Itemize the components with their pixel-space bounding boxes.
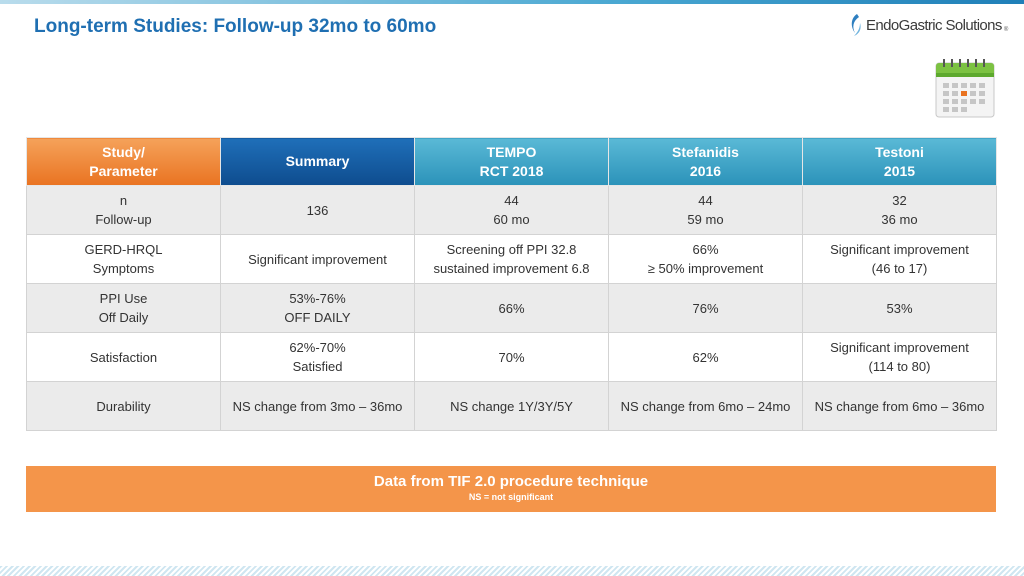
header-stefanidis: Stefanidis 2016 [608, 137, 803, 186]
cell-line: 32 [892, 193, 907, 208]
cell-line: 44 [504, 193, 519, 208]
header-line: 2015 [883, 162, 916, 179]
cell-line: NS change from 6mo – 36mo [814, 398, 985, 414]
cell-line: 44 [698, 193, 713, 208]
header-line: 2016 [689, 162, 722, 179]
cell-line: Follow-up [95, 212, 152, 227]
header-line: Study/ [102, 143, 145, 160]
slide-title: Long-term Studies: Follow-up 32mo to 60m… [34, 16, 437, 37]
cell-line: Significant improvement [248, 251, 387, 267]
cell-line: n [119, 193, 128, 208]
table-cell: Significant improvement (46 to 17) [802, 234, 997, 284]
header-summary: Summary [220, 137, 415, 186]
cell-line: 53% [886, 300, 913, 316]
table-cell: NS change from 6mo – 36mo [802, 381, 997, 431]
table-cell: n Follow-up [26, 185, 221, 235]
table-row: Durability NS change from 3mo – 36mo NS … [26, 381, 997, 431]
header-line: Stefanidis [672, 143, 739, 160]
company-logo: EndoGastric Solutions ® [848, 12, 1008, 38]
table-cell: PPI Use Off Daily [26, 283, 221, 333]
header-line: Testoni [875, 143, 924, 160]
table-cell: 62%-70% Satisfied [220, 332, 415, 382]
calendar-icon [935, 59, 995, 118]
cell-line: 136 [306, 202, 329, 218]
table-row: n Follow-up 136 44 60 mo 44 59 mo 32 36 mo [26, 185, 997, 235]
cell-line: GERD-HRQL [84, 242, 163, 257]
cell-line: Satisfied [292, 359, 343, 374]
cell-line: Satisfaction [89, 349, 158, 365]
header-tempo: TEMPO RCT 2018 [414, 137, 609, 186]
cell-line: Durability [96, 398, 151, 414]
cell-line: (114 to 80) [868, 359, 931, 374]
table-cell: Satisfaction [26, 332, 221, 382]
cell-line: 53%-76% [289, 291, 346, 306]
cell-line: 62%-70% [289, 340, 346, 355]
table-cell: 32 36 mo [802, 185, 997, 235]
table-cell: 44 60 mo [414, 185, 609, 235]
header-line: RCT 2018 [479, 162, 544, 179]
cell-line: Significant improvement [830, 340, 969, 355]
table-row: PPI Use Off Daily 53%-76% OFF DAILY 66% 76… [26, 283, 997, 333]
table-cell: NS change from 3mo – 36mo [220, 381, 415, 431]
cell-line: Screening off PPI 32.8 [446, 242, 577, 257]
table-cell: 53%-76% OFF DAILY [220, 283, 415, 333]
top-accent-bar [0, 0, 1024, 4]
table-cell: NS change 1Y/3Y/5Y [414, 381, 609, 431]
header-line: Parameter [89, 162, 158, 179]
cell-line: 59 mo [687, 212, 724, 227]
table-cell: NS change from 6mo – 24mo [608, 381, 803, 431]
bottom-stripe [0, 566, 1024, 576]
banner-footnote: NS = not significant [468, 492, 554, 502]
table-cell: 70% [414, 332, 609, 382]
cell-line: Off Daily [98, 310, 149, 325]
table-cell: GERD-HRQL Symptoms [26, 234, 221, 284]
cell-line: Symptoms [92, 261, 155, 276]
header-study-parameter: Study/ Parameter [26, 137, 221, 186]
table-cell: 62% [608, 332, 803, 382]
header-line: TEMPO [486, 143, 537, 160]
table-cell: Durability [26, 381, 221, 431]
cell-line: ≥ 50% improvement [647, 261, 764, 276]
table-cell: Significant improvement (114 to 80) [802, 332, 997, 382]
table-header-row: Study/ Parameter Summary TEMPO RCT 2018 … [26, 137, 997, 186]
table-cell: 44 59 mo [608, 185, 803, 235]
cell-line: 76% [692, 300, 719, 316]
cell-line: PPI Use [99, 291, 148, 306]
cell-line: (46 to 17) [871, 261, 928, 276]
logo-text: EndoGastric Solutions [866, 16, 1002, 34]
table-cell: 66% [414, 283, 609, 333]
technique-banner: Data from TIF 2.0 procedure technique NS… [26, 466, 996, 512]
cell-line: NS change 1Y/3Y/5Y [450, 398, 573, 414]
table-row: GERD-HRQL Symptoms Significant improvemen… [26, 234, 997, 284]
cell-line: 70% [498, 349, 525, 365]
studies-table: Study/ Parameter Summary TEMPO RCT 2018 … [26, 137, 997, 431]
endogastric-swoosh-icon [851, 14, 861, 36]
cell-line: 36 mo [881, 212, 918, 227]
banner-main-text: Data from TIF 2.0 procedure technique [373, 473, 649, 490]
cell-line: 66% [498, 300, 525, 316]
header-line: Summary [285, 153, 350, 169]
cell-line: Significant improvement [830, 242, 969, 257]
table-cell: 66% ≥ 50% improvement [608, 234, 803, 284]
cell-line: 62% [692, 349, 719, 365]
cell-line: sustained improvement 6.8 [433, 261, 590, 276]
cell-line: 60 mo [493, 212, 530, 227]
cell-line: 66% [692, 242, 719, 257]
table-row: Satisfaction 62%-70% Satisfied 70% 62% Si… [26, 332, 997, 382]
cell-line: NS change from 6mo – 24mo [620, 398, 791, 414]
table-cell: Significant improvement [220, 234, 415, 284]
cell-line: OFF DAILY [284, 310, 351, 325]
table-cell: Screening off PPI 32.8 sustained improvem… [414, 234, 609, 284]
cell-line: NS change from 3mo – 36mo [232, 398, 403, 414]
table-cell: 53% [802, 283, 997, 333]
table-cell: 136 [220, 185, 415, 235]
logo-registered-mark: ® [1003, 27, 1009, 33]
header-testoni: Testoni 2015 [802, 137, 997, 186]
table-cell: 76% [608, 283, 803, 333]
